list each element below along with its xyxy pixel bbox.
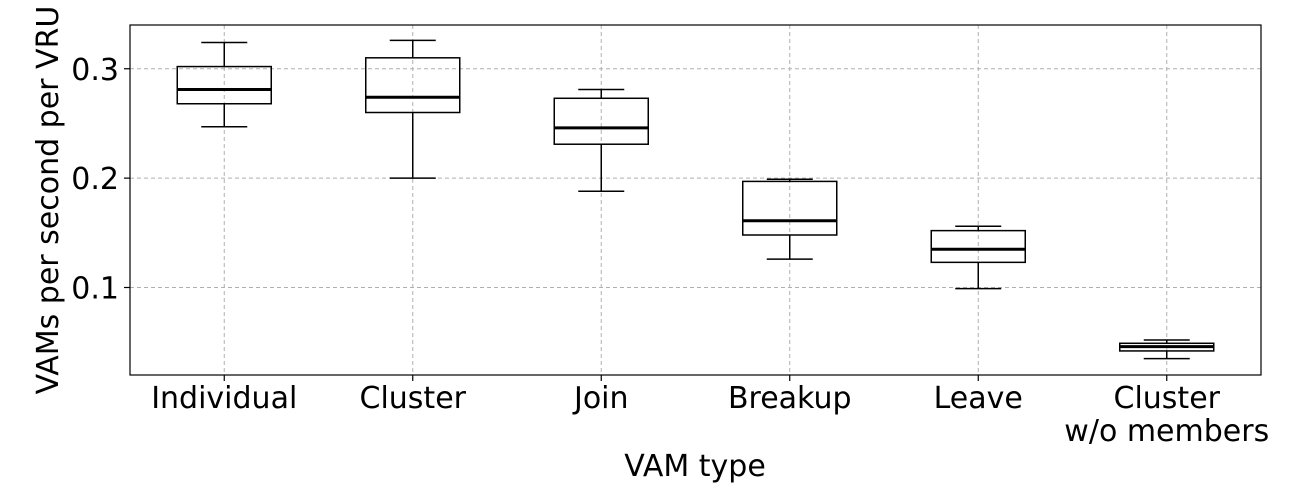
x-tick-label: Cluster — [360, 381, 467, 416]
iqr-box — [742, 180, 838, 236]
box-5 — [1119, 339, 1215, 360]
x-axis-ticks: Individual Cluster Join Breakup Leave Cluster… — [151, 375, 1269, 449]
box-3 — [742, 178, 838, 260]
box-4 — [930, 225, 1026, 290]
y-tick-label: 0.3 — [71, 53, 119, 88]
x-tick-label: Join — [572, 381, 629, 416]
plot-area-frame — [129, 24, 1262, 376]
box-2 — [553, 88, 649, 192]
iqr-box — [365, 57, 461, 114]
x-tick-label: Leave — [934, 381, 1023, 416]
grid-lines — [130, 25, 1261, 375]
x-tick-label: Breakup — [728, 381, 852, 416]
y-axis-label: VAMs per second per VRU — [31, 6, 66, 395]
iqr-box — [176, 65, 272, 105]
box-series — [176, 39, 1215, 360]
box-0 — [176, 41, 272, 128]
y-tick-label: 0.2 — [71, 162, 119, 197]
iqr-box — [930, 229, 1026, 264]
y-tick-label: 0.1 — [71, 272, 119, 307]
y-axis-ticks: 0.1 0.2 0.3 — [71, 53, 130, 307]
box-1 — [365, 39, 461, 179]
iqr-box — [553, 97, 649, 145]
x-tick-label: Individual — [151, 381, 297, 416]
x-tick-label: Cluster w/o members — [1064, 381, 1269, 449]
x-axis-label: VAM type — [624, 449, 766, 484]
